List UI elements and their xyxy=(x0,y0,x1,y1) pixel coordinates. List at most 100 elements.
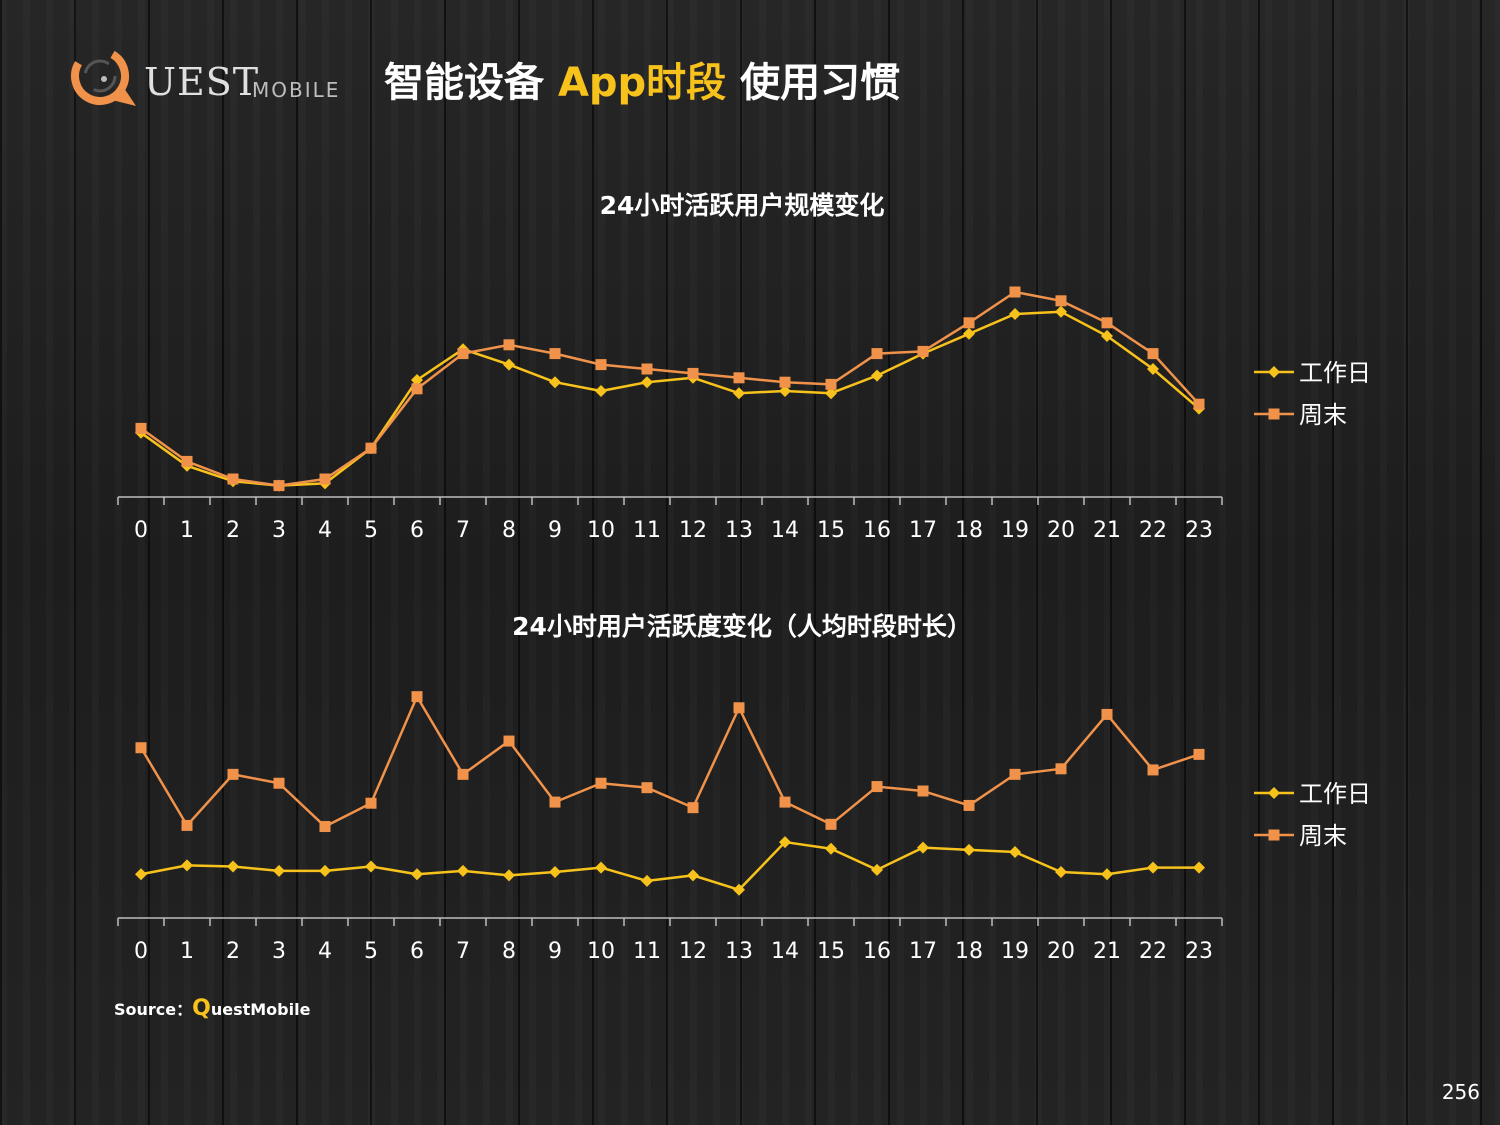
x-tick-label: 12 xyxy=(679,939,707,964)
x-tick-label: 20 xyxy=(1047,518,1075,543)
chart-2: 24小时用户活跃度变化（人均时段时长）0 1 2 3 4 5 6 7 8 9 10 11 12 13 14 1… xyxy=(117,612,1371,964)
x-tick-label: 3 xyxy=(272,939,286,964)
series-line-workday xyxy=(140,310,1200,487)
data-point xyxy=(917,785,929,797)
data-point xyxy=(825,387,837,400)
data-point xyxy=(457,864,469,877)
x-tick-label: 2 xyxy=(226,518,240,543)
data-point xyxy=(825,818,837,830)
data-point xyxy=(595,385,607,397)
data-point xyxy=(733,387,745,400)
data-point xyxy=(641,363,653,375)
data-point xyxy=(1101,330,1113,342)
x-tick-label: 13 xyxy=(725,939,753,964)
data-point xyxy=(273,480,285,492)
x-tick-label: 7 xyxy=(456,518,470,543)
data-point xyxy=(641,782,653,794)
x-tick-label: 9 xyxy=(548,939,562,964)
data-point xyxy=(825,842,837,855)
data-point xyxy=(1009,768,1021,780)
data-point xyxy=(549,348,561,360)
data-point xyxy=(917,345,929,357)
x-tick-label: 21 xyxy=(1093,939,1121,964)
source-name: uestMobile xyxy=(210,1000,311,1019)
x-tick-label: 3 xyxy=(272,518,286,543)
source-note: Source：QuestMobile xyxy=(114,996,310,1021)
data-point xyxy=(1193,861,1205,874)
data-point xyxy=(1101,317,1113,329)
series-line-weekend xyxy=(140,290,1200,487)
logo-text: UEST xyxy=(144,60,260,104)
data-point xyxy=(1101,868,1113,881)
x-tick-label: 15 xyxy=(817,518,845,543)
data-point xyxy=(503,339,515,351)
data-point xyxy=(1147,348,1159,360)
data-point xyxy=(135,742,147,754)
x-tick-label: 0 xyxy=(134,518,148,543)
data-point xyxy=(181,819,193,831)
x-tick-label: 23 xyxy=(1185,939,1213,964)
data-point xyxy=(227,768,239,780)
x-tick-label: 1 xyxy=(180,518,194,543)
data-point xyxy=(779,796,791,808)
data-point xyxy=(319,821,331,833)
legend-marker-icon xyxy=(1268,829,1280,841)
data-point xyxy=(1055,295,1067,307)
x-tick-label: 4 xyxy=(318,518,332,543)
data-point xyxy=(871,781,883,793)
data-point xyxy=(273,777,285,789)
legend-label: 工作日 xyxy=(1299,359,1371,387)
x-tick-label: 8 xyxy=(502,939,516,964)
data-point xyxy=(503,735,515,747)
data-point xyxy=(411,383,423,395)
x-tick-label: 14 xyxy=(771,939,799,964)
data-point xyxy=(1193,398,1205,410)
data-point xyxy=(1147,363,1159,375)
x-tick-label: 5 xyxy=(364,518,378,543)
data-point xyxy=(365,797,377,809)
logo-ring-icon xyxy=(71,47,136,106)
x-tick-label: 16 xyxy=(863,939,891,964)
x-tick-label: 14 xyxy=(771,518,799,543)
data-point xyxy=(963,799,975,811)
data-point xyxy=(503,869,515,882)
data-point xyxy=(1147,764,1159,776)
data-point xyxy=(1193,748,1205,760)
x-tick-label: 9 xyxy=(548,518,562,543)
data-point xyxy=(549,796,561,808)
data-point xyxy=(779,376,791,388)
data-point xyxy=(457,348,469,360)
data-point xyxy=(1055,866,1067,879)
legend-marker-icon xyxy=(1268,366,1280,378)
x-tick-label: 8 xyxy=(502,518,516,543)
data-point xyxy=(135,422,147,434)
x-tick-label: 11 xyxy=(633,518,661,543)
x-tick-label: 20 xyxy=(1047,939,1075,964)
data-point xyxy=(1009,286,1021,298)
data-point xyxy=(595,777,607,789)
data-point xyxy=(365,860,377,873)
data-point xyxy=(687,367,699,379)
logo-sub: MOBILE xyxy=(252,78,341,102)
data-point xyxy=(549,376,561,389)
x-tick-label: 16 xyxy=(863,518,891,543)
data-point xyxy=(181,455,193,467)
source-q: Q xyxy=(192,996,211,1021)
data-point xyxy=(733,883,745,896)
data-point xyxy=(135,868,147,881)
data-point xyxy=(687,869,699,882)
data-point xyxy=(365,442,377,454)
data-point xyxy=(411,868,423,881)
x-tick-label: 21 xyxy=(1093,518,1121,543)
title-part1: 智能设备 xyxy=(384,60,558,106)
x-tick-label: 2 xyxy=(226,939,240,964)
title-part2: 使用习惯 xyxy=(726,60,901,106)
x-tick-label: 23 xyxy=(1185,518,1213,543)
data-point xyxy=(227,473,239,485)
data-point xyxy=(319,473,331,485)
data-point xyxy=(411,691,423,703)
legend-marker-icon xyxy=(1268,787,1280,799)
x-tick-label: 19 xyxy=(1001,939,1029,964)
